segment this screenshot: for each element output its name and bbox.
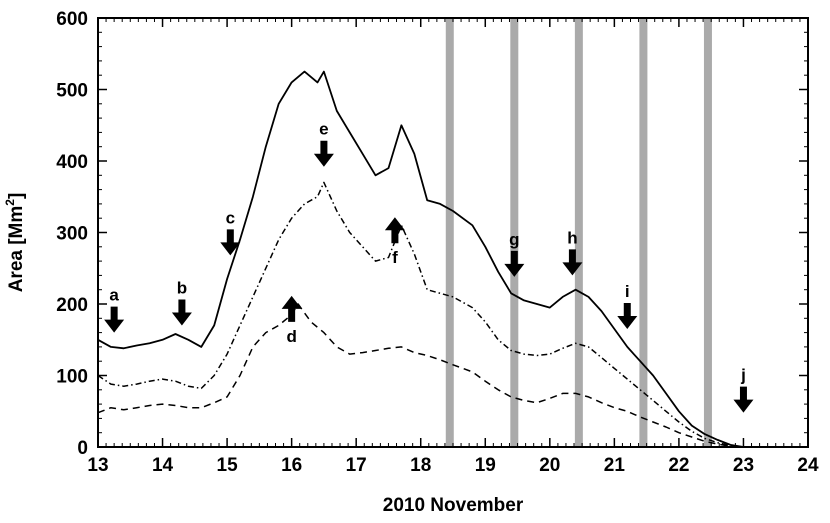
marker-label: h (567, 228, 577, 247)
y-tick-label: 100 (56, 367, 88, 388)
x-tick-label: 17 (346, 455, 367, 476)
event-marker-a: a (104, 286, 125, 333)
marker-arrow-icon (562, 249, 583, 276)
y-tick-label: 0 (77, 438, 88, 459)
y-tick-label: 500 (56, 81, 88, 102)
y-axis-label-close: ] (6, 193, 27, 199)
marker-label: i (625, 282, 630, 301)
x-tick-label: 22 (668, 455, 689, 476)
series-line-dash-dot (97, 181, 744, 448)
observation-band-1 (445, 18, 454, 447)
x-tick-label: 23 (733, 455, 754, 476)
marker-arrow-icon (313, 140, 334, 167)
event-marker-c: c (220, 208, 241, 256)
event-marker-i: i (617, 282, 638, 330)
event-marker-g: g (504, 230, 525, 277)
marker-arrow-icon (733, 386, 754, 413)
marker-label: f (392, 248, 398, 267)
x-tick-label: 14 (152, 455, 174, 476)
marker-label: c (226, 208, 235, 227)
event-marker-j: j (733, 366, 754, 413)
x-tick-label: 18 (410, 455, 431, 476)
series-group (97, 70, 744, 448)
marker-arrow-icon (220, 229, 241, 256)
marker-arrow-icon (384, 217, 405, 244)
x-tick-label: 21 (604, 455, 626, 476)
marker-label: g (509, 230, 519, 249)
x-tick-labels: 13 14 15 16 17 18 19 20 21 22 23 24 (87, 455, 819, 476)
y-axis-label-superscript: 2 (3, 199, 17, 206)
marker-arrow-icon (281, 295, 302, 322)
marker-label: a (109, 286, 119, 305)
observation-band-3 (574, 18, 583, 447)
y-tick-label: 200 (56, 295, 88, 316)
x-tick-label: 24 (797, 455, 819, 476)
y-tick-labels: 0 100 200 300 400 500 600 (56, 9, 88, 459)
event-marker-f: f (384, 217, 405, 267)
y-tick-label: 600 (56, 9, 88, 30)
event-markers: a b c d e f g h i j (104, 120, 754, 413)
observation-band-4 (639, 18, 648, 447)
x-tick-label: 19 (475, 455, 496, 476)
marker-arrow-icon (617, 303, 638, 330)
y-axis-label-main: Area [Mm (6, 206, 27, 293)
series-line-dashed (97, 303, 744, 448)
y-axis-label: Area [Mm2] (3, 193, 27, 293)
axis-ticks (97, 17, 809, 448)
observation-band-2 (510, 18, 519, 447)
event-marker-e: e (313, 120, 334, 167)
marker-arrow-icon (171, 299, 192, 326)
x-tick-label: 16 (281, 455, 302, 476)
series-line-solid (97, 70, 744, 448)
x-tick-label: 13 (87, 455, 108, 476)
x-tick-label: 20 (539, 455, 560, 476)
marker-arrow-icon (104, 306, 125, 333)
marker-arrow-icon (504, 250, 525, 277)
x-tick-label: 15 (217, 455, 239, 476)
marker-label: b (177, 278, 187, 297)
marker-label: e (319, 120, 328, 139)
x-axis-label: 2010 November (383, 495, 524, 516)
observation-band-5 (703, 18, 712, 447)
event-marker-h: h (562, 228, 583, 276)
marker-label: d (286, 327, 296, 346)
event-marker-b: b (171, 278, 192, 326)
y-tick-label: 400 (56, 152, 88, 173)
marker-label: j (740, 366, 746, 385)
y-tick-label: 300 (56, 224, 88, 245)
observation-bands (445, 18, 712, 447)
event-marker-d: d (281, 295, 302, 346)
